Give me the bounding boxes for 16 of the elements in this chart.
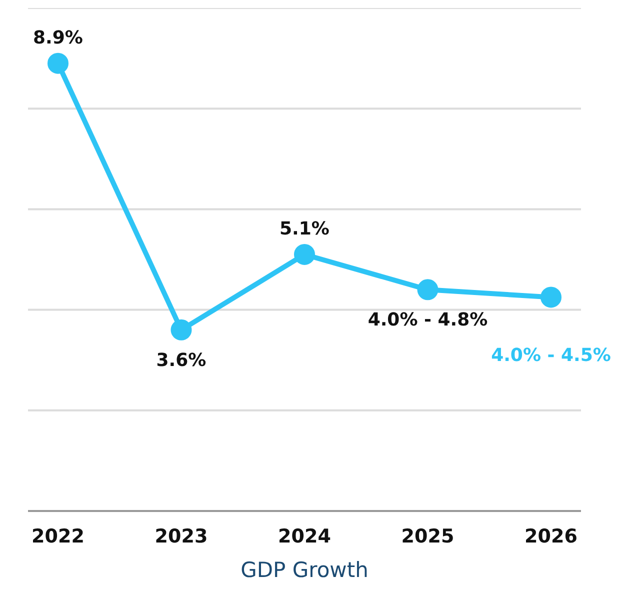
x-axis-title: GDP Growth [240,558,368,582]
x-tick-label: 2023 [154,525,208,548]
x-tick-label: 2025 [401,525,454,548]
annotation: 4.0% - 4.5% [491,345,611,366]
data-label: 5.1% [280,218,330,240]
x-tick-label: 2022 [32,525,84,548]
data-label: 3.6% [156,350,206,371]
point [48,52,68,74]
point [294,244,315,265]
point [540,286,562,308]
x-tick-label: 2026 [524,525,578,548]
annotation: 4.0% - 4.8% [368,310,488,331]
point [170,319,192,340]
x-tick-label: 2024 [278,525,331,548]
data-label: 8.9% [33,27,83,48]
point [417,279,438,300]
